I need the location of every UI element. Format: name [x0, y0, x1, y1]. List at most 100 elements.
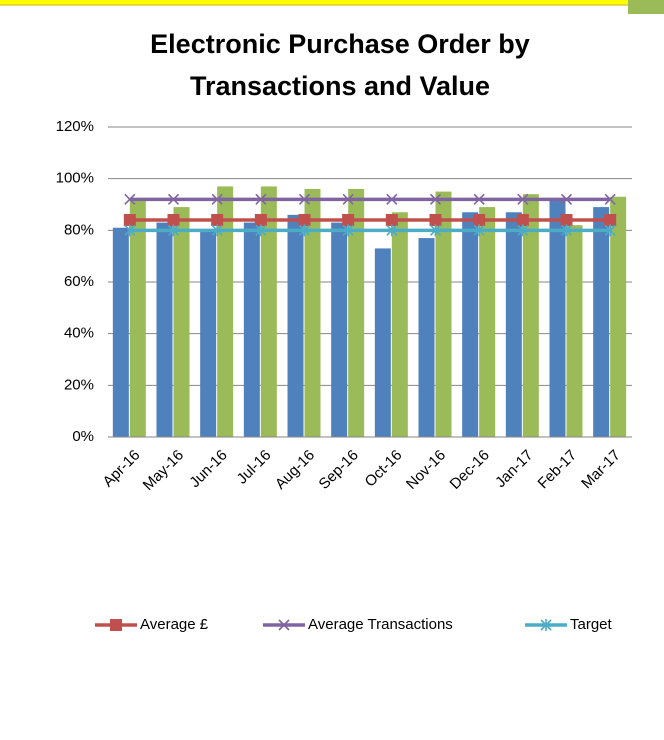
marker	[211, 214, 224, 226]
marker	[167, 224, 180, 237]
bar	[243, 222, 260, 437]
bar	[479, 207, 496, 437]
marker-stroke	[298, 193, 311, 205]
legend-label: Average £	[140, 616, 209, 633]
bar	[304, 189, 321, 437]
marker	[342, 214, 355, 226]
bar	[505, 212, 522, 437]
y-tick-label: 120%	[56, 118, 94, 135]
marker	[604, 224, 616, 237]
marker	[540, 619, 552, 631]
marker	[473, 214, 486, 226]
marker	[517, 224, 529, 237]
bar	[260, 186, 277, 437]
marker	[255, 224, 267, 237]
x-tick-label: Jul-16	[234, 447, 275, 488]
x-tick-label: Jan-17	[492, 447, 536, 491]
marker	[604, 214, 617, 226]
x-tick-label: Aug-16	[272, 447, 318, 493]
marker	[560, 214, 573, 226]
marker	[110, 619, 122, 631]
marker	[124, 224, 136, 237]
bar	[610, 196, 627, 437]
chart-title: Transactions and Value	[190, 71, 490, 101]
x-tick-label: May-16	[140, 447, 187, 494]
marker-stroke	[255, 193, 267, 205]
marker	[254, 214, 267, 226]
y-tick-label: 0%	[72, 428, 94, 445]
marker	[517, 193, 529, 205]
marker	[211, 224, 223, 237]
x-tick-label: Jun-16	[186, 447, 230, 491]
bar	[435, 191, 452, 437]
x-tick-label: Feb-17	[535, 447, 581, 493]
x-tick-label: Nov-16	[403, 447, 449, 493]
marker	[560, 193, 573, 205]
marker	[473, 193, 485, 205]
bar	[391, 212, 408, 437]
x-tick-label: Apr-16	[100, 447, 144, 491]
marker-stroke	[386, 193, 398, 205]
marker	[385, 214, 398, 226]
bar	[173, 207, 190, 437]
y-tick-label: 40%	[64, 325, 94, 342]
marker	[560, 224, 573, 237]
marker-stroke	[167, 193, 180, 205]
top-strip	[0, 0, 664, 5]
marker	[298, 193, 311, 205]
marker	[429, 214, 442, 226]
marker	[124, 193, 136, 205]
y-tick-label: 60%	[64, 273, 94, 290]
bar	[374, 248, 391, 437]
bar	[217, 186, 234, 437]
bar	[418, 238, 435, 437]
x-tick-label: Sep-16	[316, 447, 362, 493]
marker	[298, 214, 311, 226]
marker-stroke	[560, 193, 573, 205]
x-tick-label: Dec-16	[447, 447, 493, 493]
bar	[566, 225, 583, 437]
marker-stroke	[429, 193, 442, 205]
bar	[129, 199, 146, 437]
bar	[593, 207, 610, 437]
bar	[200, 230, 217, 437]
marker	[604, 193, 616, 205]
marker	[429, 224, 442, 237]
marker	[342, 193, 354, 205]
marker	[298, 224, 311, 237]
y-tick-label: 80%	[64, 221, 94, 238]
y-tick-label: 20%	[64, 376, 94, 393]
top-corner	[628, 0, 664, 14]
y-tick-label: 100%	[56, 170, 94, 187]
marker-stroke	[604, 193, 616, 205]
marker-stroke	[473, 193, 485, 205]
marker	[167, 193, 180, 205]
bar	[156, 222, 173, 437]
bar	[549, 199, 566, 437]
marker	[429, 193, 442, 205]
marker	[473, 224, 485, 237]
marker	[278, 619, 290, 631]
x-tick-label: Mar-17	[578, 447, 624, 493]
marker	[342, 224, 354, 237]
bar	[522, 194, 539, 437]
bar	[331, 222, 348, 437]
marker	[211, 193, 223, 205]
legend-label: Target	[570, 616, 613, 633]
marker-stroke	[342, 193, 354, 205]
marker	[167, 214, 180, 226]
chart-title: Electronic Purchase Order by	[150, 29, 530, 59]
bar	[348, 189, 365, 437]
bar	[287, 214, 304, 437]
marker	[123, 214, 136, 226]
marker	[516, 214, 529, 226]
bar	[112, 227, 129, 437]
marker-stroke	[124, 193, 136, 205]
marker	[255, 193, 267, 205]
bar	[462, 212, 479, 437]
marker	[386, 224, 398, 237]
marker-stroke	[211, 193, 223, 205]
x-tick-label: Oct-16	[362, 447, 406, 491]
